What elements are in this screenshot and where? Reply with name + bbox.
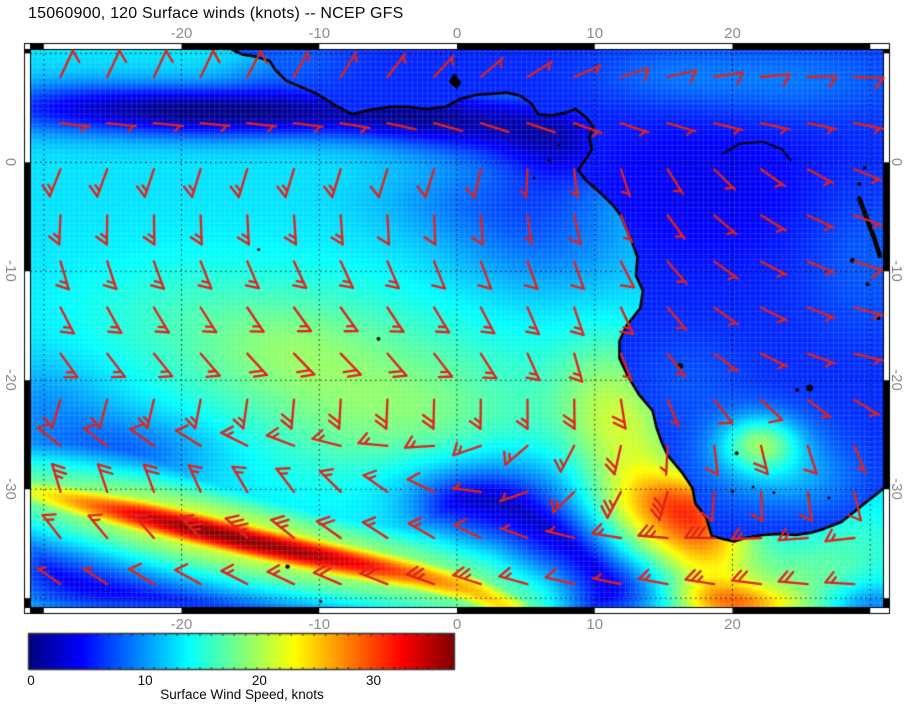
- chart-title: 15060900, 120 Surface winds (knots) -- N…: [28, 5, 404, 22]
- colorbar-caption: Surface Wind Speed, knots: [160, 687, 324, 702]
